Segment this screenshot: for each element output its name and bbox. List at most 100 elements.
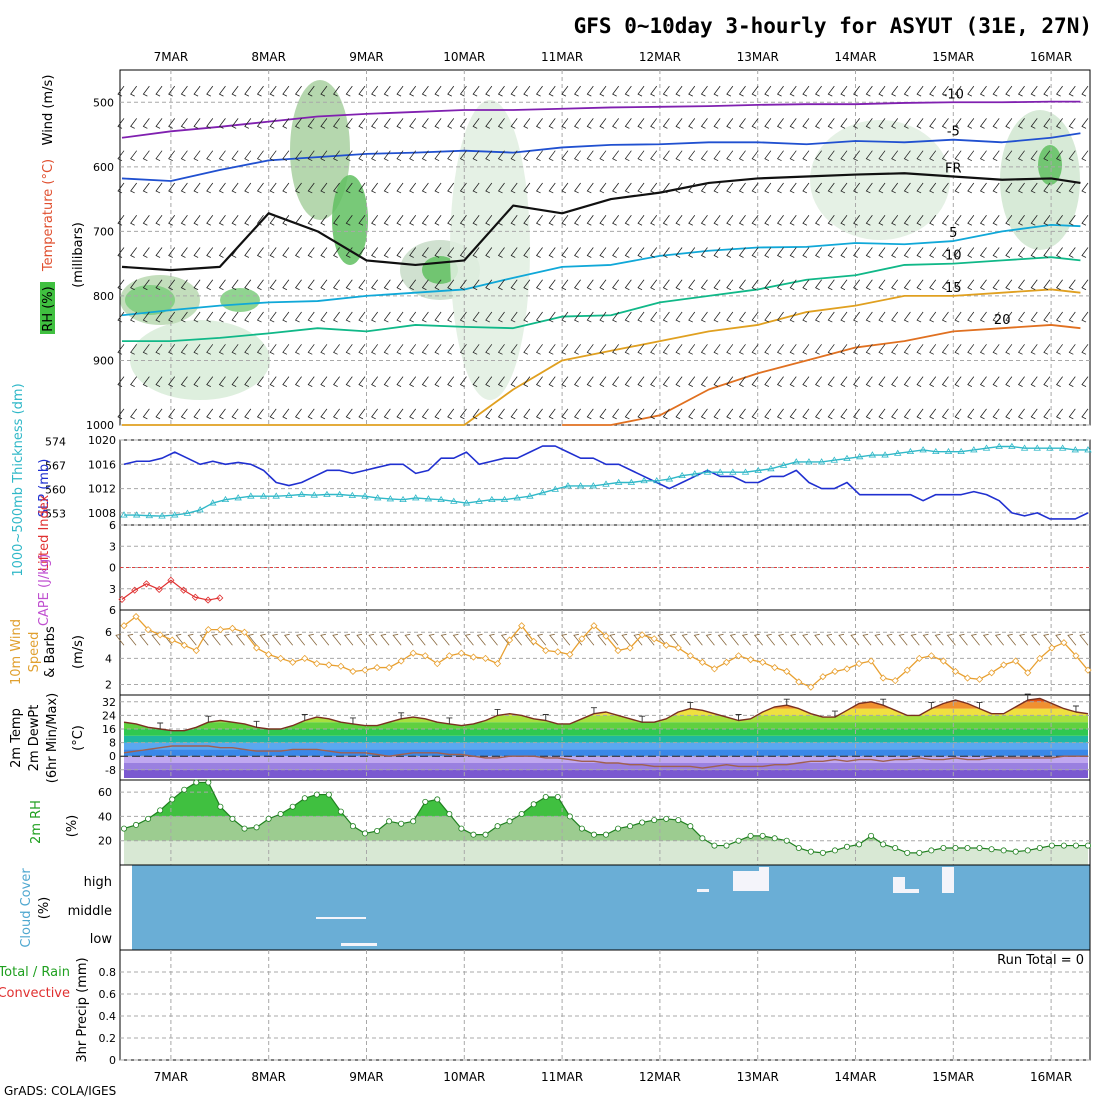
surface-wind-barb <box>488 633 498 646</box>
wind-barb <box>168 408 176 420</box>
temp-band <box>124 742 1088 750</box>
wind-barb <box>840 150 848 162</box>
wind-barb <box>409 150 417 162</box>
rh-marker <box>386 818 393 825</box>
wind-barb <box>510 214 518 226</box>
rh-marker <box>1060 842 1067 849</box>
date-label-bottom: 11MAR <box>541 1070 583 1084</box>
wind-barb <box>1068 408 1076 420</box>
precip-tick: 0.4 <box>99 1010 117 1023</box>
surface-wind-barb <box>537 633 547 646</box>
isotherm-10 <box>122 256 1081 342</box>
wind10m-marker <box>120 622 128 630</box>
wind-barb <box>1017 344 1025 355</box>
wind-barb <box>574 85 581 97</box>
rh-band-low <box>124 840 1088 865</box>
minmax-marker <box>783 698 790 706</box>
wind-barb <box>738 311 746 323</box>
wind-barb <box>929 311 937 323</box>
wind-barb <box>168 247 176 258</box>
wind-barb <box>992 311 1000 323</box>
wind-barb <box>878 344 886 355</box>
wind-barb <box>320 279 328 291</box>
wind-barb <box>599 150 607 162</box>
minmax-marker <box>157 722 164 729</box>
wind-barb <box>130 376 138 387</box>
wind-barb <box>878 247 886 258</box>
minmax-marker <box>590 707 597 714</box>
wind-barb <box>624 118 632 129</box>
wind-barb <box>929 118 937 129</box>
surface-wind-barb <box>1079 633 1089 646</box>
wind-barb <box>713 214 721 226</box>
rh-legend-swatch <box>40 282 55 334</box>
wind-barb <box>776 247 784 258</box>
wind-barb <box>193 247 201 258</box>
lifted-index-marker <box>155 585 163 594</box>
lifted-index-ylabel: Lifted Index <box>37 494 52 571</box>
wind-barb <box>941 85 949 97</box>
thickness-marker <box>386 495 395 502</box>
wind-barb <box>396 247 404 258</box>
wind-barb <box>726 247 734 258</box>
wind10m-ylabel-3: & Barbs <box>43 626 58 678</box>
rh-shading <box>810 120 950 240</box>
thickness-marker <box>1058 444 1067 451</box>
temp-band <box>124 722 1088 729</box>
wind-barb <box>358 150 366 162</box>
wind-barb <box>447 182 455 194</box>
surface-wind-barb <box>332 633 342 646</box>
wind10m-marker <box>301 654 309 662</box>
wind-barb <box>574 247 581 258</box>
wind-barb <box>206 279 214 291</box>
wind-barb <box>776 214 784 226</box>
wind-barb <box>472 118 480 129</box>
wind-barb <box>231 376 239 387</box>
wind-barb <box>865 85 873 97</box>
wind-barb <box>967 118 975 129</box>
thickness-marker <box>767 465 775 472</box>
wind-barb <box>586 408 594 420</box>
thickness-marker <box>145 511 154 519</box>
wind-barb <box>269 344 277 355</box>
minmax-marker <box>639 715 646 723</box>
wind10m-marker <box>228 624 237 632</box>
wind-barb <box>827 279 835 291</box>
surface-wind-barb <box>982 633 992 646</box>
wind-barb <box>485 376 493 387</box>
wind-barb <box>206 344 214 355</box>
rh2m-units: (%) <box>65 815 80 838</box>
surface-wind-barb <box>187 633 197 646</box>
wind-barb <box>333 85 340 97</box>
wind-barb <box>954 311 962 323</box>
wind-barb <box>117 279 125 291</box>
isotherm-label: 20 <box>994 313 1011 328</box>
rh-marker <box>289 803 296 810</box>
wind-barb <box>421 150 429 162</box>
wind-barb <box>269 214 277 226</box>
wind-barb <box>1030 214 1038 226</box>
surface-wind-barb <box>862 633 872 646</box>
surface-wind-barb <box>163 633 173 646</box>
thickness-marker <box>462 499 471 506</box>
wind-barb <box>244 118 252 129</box>
upper-air-rh-ylabel: RH (%) <box>41 286 56 331</box>
wind-barb <box>244 279 252 291</box>
wind10m-marker <box>289 658 297 666</box>
wind-barb <box>1068 311 1076 323</box>
wind-barb <box>168 118 176 129</box>
wind-barb <box>992 279 1000 291</box>
wind-barb <box>675 279 683 291</box>
wind-barb <box>612 344 620 355</box>
temp-tick: -8 <box>105 764 116 777</box>
temp-band <box>124 756 1088 763</box>
wind-barb <box>142 118 150 129</box>
wind-barb <box>333 408 340 420</box>
wind-barb <box>358 247 366 258</box>
wind-barb <box>1081 118 1089 129</box>
date-label-top: 9MAR <box>349 50 384 64</box>
wind-barb <box>738 408 746 420</box>
wind-barb <box>485 408 493 420</box>
wind-barb <box>561 214 569 226</box>
